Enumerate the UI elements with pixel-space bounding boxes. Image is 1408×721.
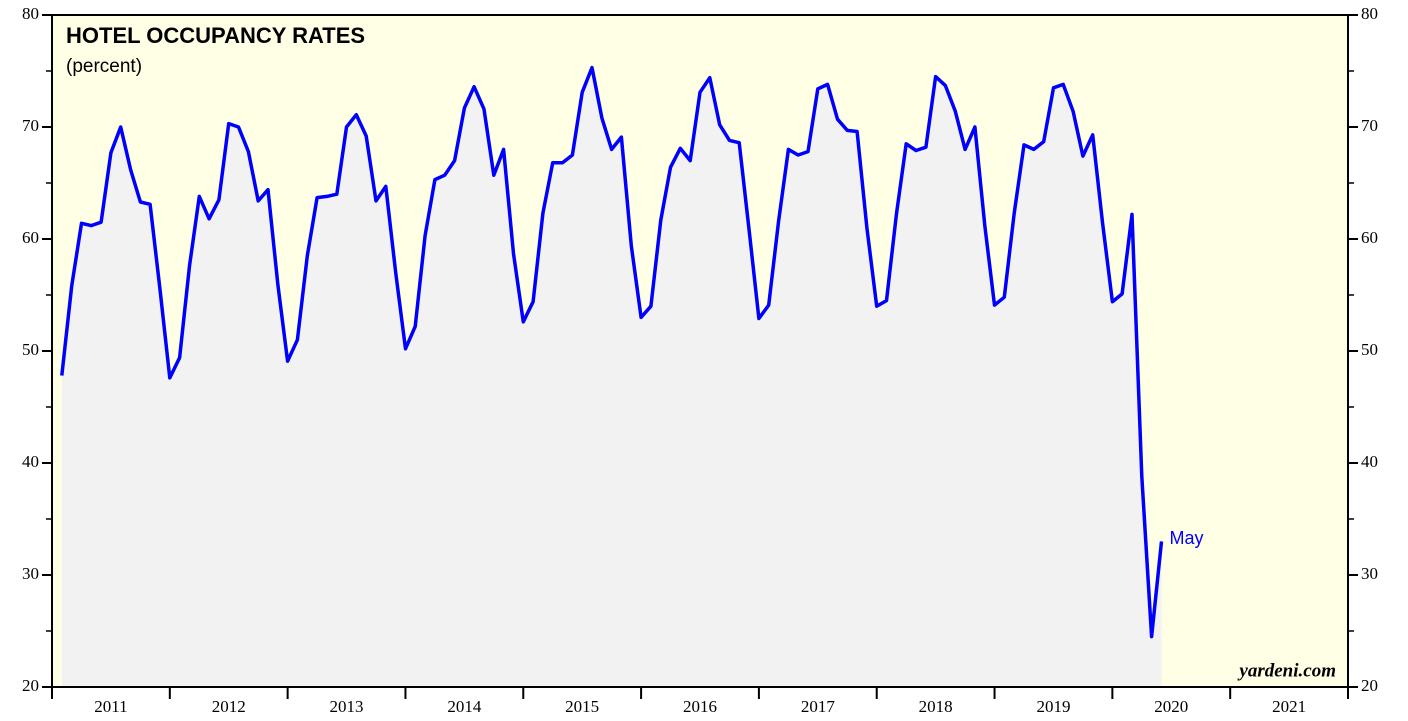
chart-subtitle: (percent) xyxy=(66,56,142,77)
x-tick-label: 2014 xyxy=(447,697,482,716)
y2-tick-label: 30 xyxy=(1361,564,1378,583)
y2-tick-label: 20 xyxy=(1361,676,1378,695)
y-tick-label: 40 xyxy=(22,452,39,471)
y-tick-label: 60 xyxy=(22,228,39,247)
x-tick-label: 2021 xyxy=(1272,697,1306,716)
x-tick-label: 2012 xyxy=(212,697,246,716)
chart-title: HOTEL OCCUPANCY RATES xyxy=(66,23,365,48)
line xyxy=(60,65,1164,639)
y-tick-label: 20 xyxy=(22,676,39,695)
x-tick-label: 2017 xyxy=(801,697,836,716)
annotation: May xyxy=(1169,528,1203,548)
y2-tick-label: 80 xyxy=(1361,4,1378,23)
y2-tick-label: 40 xyxy=(1361,452,1378,471)
y-tick-label: 70 xyxy=(22,116,39,135)
y2-tick-label: 70 xyxy=(1361,116,1378,135)
x-tick-label: 2019 xyxy=(1036,697,1070,716)
x-tick-label: 2013 xyxy=(330,697,364,716)
y-tick-label: 30 xyxy=(22,564,39,583)
y2-tick-label: 50 xyxy=(1361,340,1378,359)
y-tick-label: 50 xyxy=(22,340,39,359)
x-tick-label: 2018 xyxy=(919,697,953,716)
y2-tick-label: 60 xyxy=(1361,228,1378,247)
x-tick-label: 2011 xyxy=(94,697,127,716)
x-tick-label: 2020 xyxy=(1154,697,1188,716)
y-tick-label: 80 xyxy=(22,4,39,23)
x-tick-label: 2015 xyxy=(565,697,599,716)
area xyxy=(61,67,1162,688)
source: yardeni.com xyxy=(1237,660,1336,681)
x-tick-label: 2016 xyxy=(683,697,717,716)
